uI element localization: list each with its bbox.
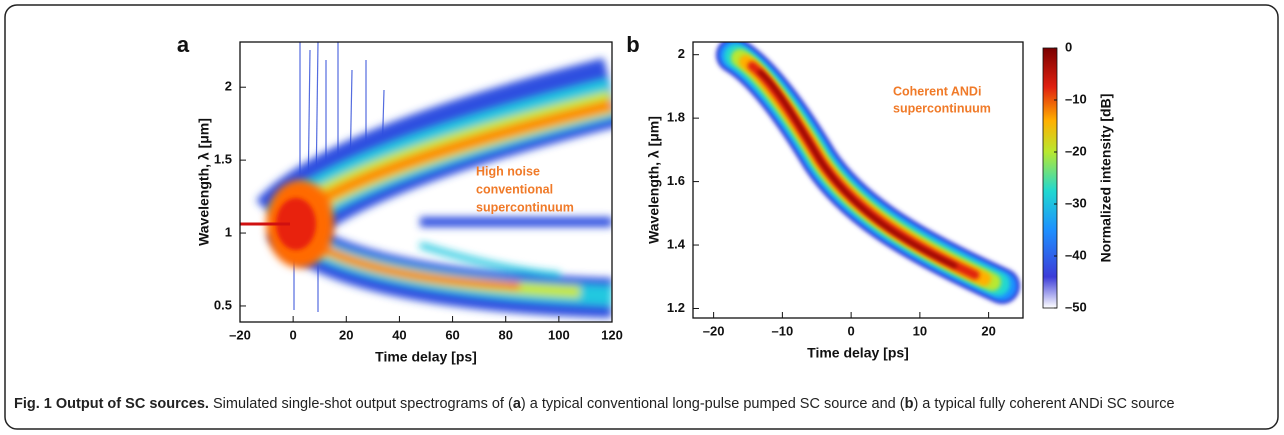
x-tick-label: 40 bbox=[392, 327, 406, 342]
caption-ref: a bbox=[512, 396, 521, 412]
annotation: High noise bbox=[476, 164, 540, 178]
x-tick-label: –10 bbox=[772, 323, 794, 338]
colorbar-tick-label: –40 bbox=[1065, 247, 1087, 262]
x-tick-label: 120 bbox=[601, 327, 623, 342]
x-tick-label: 80 bbox=[498, 327, 512, 342]
colorbar-tick-label: –30 bbox=[1065, 195, 1087, 210]
x-tick-label: –20 bbox=[703, 323, 725, 338]
annotation: Coherent ANDi bbox=[893, 84, 981, 98]
colorbar bbox=[1042, 47, 1058, 309]
y-tick-label: 2 bbox=[225, 79, 232, 94]
caption-text: ) a typical fully coherent ANDi SC sourc… bbox=[913, 396, 1175, 412]
spectrogram-a bbox=[240, 42, 612, 318]
x-tick-label: –20 bbox=[229, 327, 251, 342]
panel-label: a bbox=[177, 32, 190, 57]
y-tick-label: 1.8 bbox=[667, 110, 685, 125]
annotation: conventional bbox=[476, 182, 553, 196]
colorbar-tick-label: 0 bbox=[1065, 39, 1072, 54]
y-axis-label: Wavelength, λ [μm] bbox=[196, 118, 212, 246]
y-tick-label: 1.2 bbox=[667, 300, 685, 315]
x-tick-label: 10 bbox=[913, 323, 927, 338]
caption-text: ) a typical conventional long-pulse pump… bbox=[520, 396, 905, 412]
x-tick-label: 20 bbox=[981, 323, 995, 338]
y-tick-label: 1.4 bbox=[667, 236, 686, 251]
annotation: supercontinuum bbox=[476, 200, 574, 214]
panel-label: b bbox=[626, 32, 639, 57]
caption-title: Fig. 1 Output of SC sources. bbox=[14, 396, 209, 412]
y-tick-label: 2 bbox=[678, 46, 685, 61]
x-tick-label: 20 bbox=[339, 327, 353, 342]
caption: Fig. 1 Output of SC sources. Simulated s… bbox=[14, 394, 1270, 415]
x-tick-label: 100 bbox=[548, 327, 570, 342]
annotation: supercontinuum bbox=[893, 101, 991, 115]
colorbar-label: Normalized intensity [dB] bbox=[1098, 94, 1114, 263]
y-axis-label: Wavelength, λ [μm] bbox=[646, 116, 662, 244]
x-tick-label: 0 bbox=[290, 327, 297, 342]
plot-frame bbox=[692, 41, 1024, 319]
caption-ref: b bbox=[904, 396, 914, 412]
x-axis-label: Time delay [ps] bbox=[807, 345, 909, 361]
frame bbox=[4, 4, 1279, 430]
y-tick-label: 1.6 bbox=[667, 173, 685, 188]
y-tick-label: 1.5 bbox=[214, 152, 232, 167]
caption-text: Simulated single-shot output spectrogram… bbox=[213, 396, 513, 412]
colorbar-tick-label: –10 bbox=[1065, 91, 1087, 106]
colorbar-tick-label: –20 bbox=[1065, 143, 1087, 158]
spectrogram-b bbox=[716, 42, 1020, 304]
y-tick-label: 0.5 bbox=[214, 297, 232, 312]
plot-frame bbox=[239, 41, 613, 323]
y-tick-label: 1 bbox=[225, 224, 232, 239]
x-tick-label: 60 bbox=[445, 327, 459, 342]
x-axis-label: Time delay [ps] bbox=[375, 349, 477, 365]
x-tick-label: 0 bbox=[848, 323, 855, 338]
colorbar-tick-label: –50 bbox=[1065, 299, 1087, 314]
